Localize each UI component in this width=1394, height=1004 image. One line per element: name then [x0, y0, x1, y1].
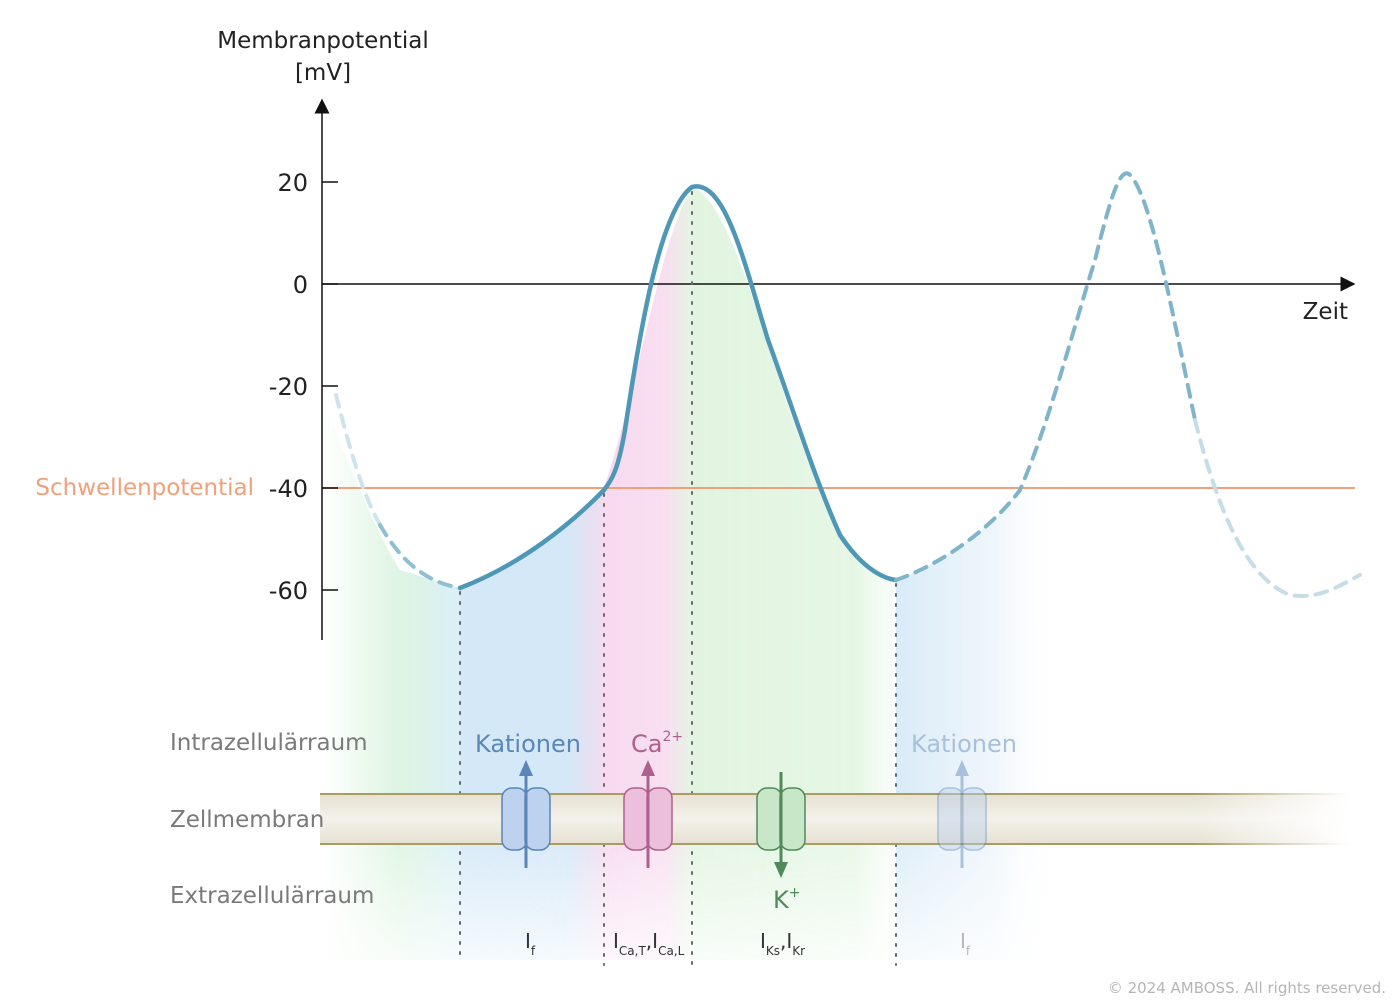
current-if-base: I: [525, 929, 531, 953]
current-if-next: If: [960, 929, 971, 958]
current-ica-t-sub: Ca,T: [619, 944, 647, 958]
current-ikr-sub: Kr: [792, 944, 805, 958]
compartment-labels: Intrazellulärraum Zellmembran Extrazellu…: [170, 730, 374, 909]
phase-dividers: [459, 191, 897, 966]
y-tick-label-m20: -20: [269, 373, 308, 401]
channel-right-half: [646, 787, 673, 851]
curve-right-dashed: [894, 171, 1197, 582]
threshold-label: Schwellenpotential: [35, 475, 254, 501]
x-axis-title: Zeit: [1303, 299, 1348, 325]
band-pink-upstroke: [604, 187, 692, 960]
channel-left-half: [501, 787, 528, 851]
band-green-repolarization: [692, 187, 896, 960]
calcium-charge: 2+: [662, 729, 683, 745]
calcium-base: Ca: [631, 730, 662, 758]
y-tick-label-m40: -40: [269, 475, 308, 503]
current-ica-l-sub: Ca,L: [658, 944, 685, 958]
membrane-label: Zellmembran: [170, 807, 324, 833]
band-blue-diastolic: [460, 488, 604, 960]
calcium-channel: [623, 760, 673, 868]
band-green-left: [322, 395, 460, 960]
current-ica-t-base: I: [613, 929, 619, 953]
current-if-next-base: I: [960, 929, 966, 953]
arrowhead-up-icon: [519, 760, 533, 776]
cations-label-next: Kationen: [911, 730, 1017, 758]
arrowhead-up-icon: [955, 760, 969, 776]
current-if: If: [525, 929, 536, 958]
current-ica-l-base: I: [652, 929, 658, 953]
channel-left-half: [623, 787, 650, 851]
arrowhead-up-icon: [641, 760, 655, 776]
y-axis-title-line2: [mV]: [295, 60, 351, 86]
current-ikr-base: I: [786, 929, 792, 953]
current-ica: ICa,T,ICa,L: [613, 929, 685, 958]
potassium-channel: [756, 772, 806, 878]
current-iks-base: I: [760, 929, 766, 953]
curve-right-fade: [1193, 418, 1362, 598]
action-potential-curve: [334, 171, 1362, 598]
y-ticks: [322, 181, 338, 591]
potassium-base: K: [773, 886, 790, 914]
current-ica-sep: ,: [646, 929, 652, 953]
cation-channel-funny-next: [937, 760, 987, 868]
y-tick-labels: 20 0 -20 -40 -60: [269, 169, 308, 605]
curve-left-fade: [334, 393, 382, 527]
copyright-notice: © 2024 AMBOSS. All rights reserved.: [1108, 979, 1386, 997]
cation-channel-funny: [501, 760, 551, 868]
arrowhead-down-icon: [774, 862, 788, 878]
channel-right-half: [524, 787, 551, 851]
extracellular-label: Extrazellulärraum: [170, 883, 374, 909]
cell-membrane: [320, 793, 1350, 845]
band-blue-right: [896, 440, 1060, 960]
y-tick-label-20: 20: [277, 169, 308, 197]
membrane-body: [320, 794, 1350, 844]
current-if-sub: f: [531, 944, 536, 958]
y-tick-label-m60: -60: [269, 577, 308, 605]
current-labels: If ICa,T,ICa,L IKs,IKr If: [525, 929, 971, 958]
current-iks-sub: Ks: [766, 944, 780, 958]
potassium-label: K+: [773, 885, 800, 914]
channel-left-half: [756, 787, 783, 851]
potassium-charge: +: [789, 885, 801, 901]
intracellular-label: Intrazellulärraum: [170, 730, 368, 756]
curve-main: [457, 184, 899, 591]
curve-left-dashed: [378, 523, 462, 590]
channel-right-half: [779, 787, 806, 851]
current-ik: IKs,IKr: [760, 929, 805, 958]
y-axis-title-line1: Membranpotential: [217, 28, 428, 54]
channel-left-half: [937, 787, 964, 851]
cations-label: Kationen: [475, 730, 581, 758]
calcium-label: Ca2+: [631, 729, 683, 758]
channel-right-half: [960, 787, 987, 851]
current-if-next-sub: f: [966, 944, 971, 958]
current-ik-sep: ,: [780, 929, 786, 953]
y-tick-label-0: 0: [293, 271, 308, 299]
